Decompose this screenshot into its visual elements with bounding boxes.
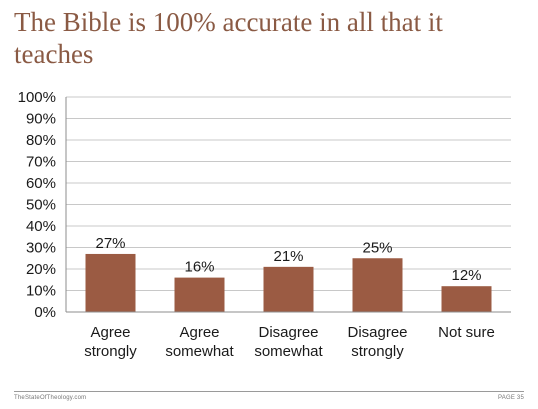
footer-page-number: PAGE 35 bbox=[498, 395, 524, 401]
y-tick-label: 100% bbox=[18, 89, 56, 106]
data-label: 27% bbox=[95, 235, 125, 252]
chart-title: The Bible is 100% accurate in all that i… bbox=[14, 7, 443, 69]
bar bbox=[174, 277, 225, 312]
y-tick-label: 60% bbox=[26, 175, 56, 192]
footer-site-text: TheStateOfTheology.com bbox=[14, 395, 87, 401]
y-tick-label: 40% bbox=[26, 218, 56, 235]
x-tick-label: somewhat bbox=[254, 343, 323, 360]
data-label: 12% bbox=[451, 267, 481, 284]
y-tick-label: 70% bbox=[26, 154, 56, 171]
x-tick-label: Agree bbox=[90, 324, 130, 341]
y-tick-label: 30% bbox=[26, 240, 56, 257]
y-tick-label: 10% bbox=[26, 283, 56, 300]
x-tick-label: somewhat bbox=[165, 343, 234, 360]
x-tick-label: strongly bbox=[84, 343, 137, 360]
bar bbox=[85, 253, 136, 312]
data-label: 16% bbox=[184, 259, 214, 276]
x-tick-label: Agree bbox=[179, 324, 219, 341]
y-tick-label: 90% bbox=[26, 111, 56, 128]
x-tick-label: Not sure bbox=[438, 324, 495, 341]
y-tick-label: 20% bbox=[26, 261, 56, 278]
data-label: 25% bbox=[362, 239, 392, 256]
bar bbox=[441, 286, 492, 312]
x-tick-label: Disagree bbox=[347, 324, 407, 341]
y-tick-label: 0% bbox=[34, 304, 56, 321]
bar bbox=[263, 266, 314, 312]
x-tick-label: Disagree bbox=[258, 324, 318, 341]
x-tick-label: strongly bbox=[351, 343, 404, 360]
y-tick-label: 50% bbox=[26, 197, 56, 214]
footer-divider bbox=[14, 391, 524, 392]
y-tick-label: 80% bbox=[26, 132, 56, 149]
data-label: 21% bbox=[273, 248, 303, 265]
bar bbox=[352, 258, 403, 312]
